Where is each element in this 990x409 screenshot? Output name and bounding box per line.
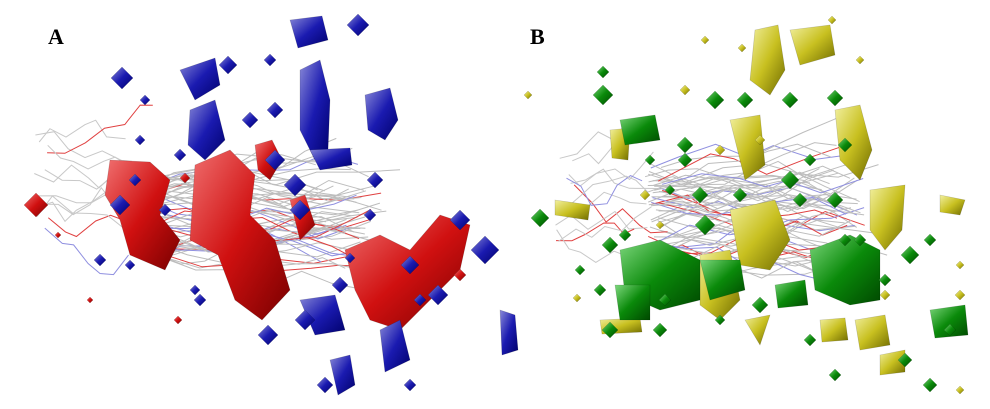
green-contour (677, 137, 693, 153)
yellow-contour (750, 25, 785, 95)
green-contour (829, 369, 841, 381)
blue-contour (264, 54, 276, 66)
yellow-contour (956, 386, 964, 394)
green-contour (752, 297, 768, 313)
yellow-contour (955, 290, 965, 300)
blue-contour (174, 149, 186, 161)
green-contour (923, 378, 937, 392)
green-contour (645, 155, 655, 165)
yellow-contour (730, 115, 765, 180)
blue-contour (135, 135, 145, 145)
panel-a (24, 14, 518, 395)
red-contour (345, 215, 470, 330)
blue-contour (242, 112, 258, 128)
green-contour (901, 246, 919, 264)
molecule-wire (567, 176, 643, 206)
blue-contour (365, 88, 398, 140)
panel-label: A (48, 24, 64, 49)
molecule-wire (39, 120, 125, 142)
green-contour (782, 92, 798, 108)
blue-contour (194, 294, 206, 306)
blue-contour (380, 320, 410, 372)
blue-contour (140, 95, 150, 105)
green-contour (706, 91, 724, 109)
blue-contour (347, 14, 369, 36)
blue-contour (471, 236, 499, 264)
green-contour (775, 280, 808, 308)
green-contour (593, 85, 613, 105)
blue-contour (332, 277, 348, 293)
blue-contour (267, 102, 283, 118)
yellow-contour (856, 56, 864, 64)
blue-contour (180, 58, 220, 100)
red-contour (24, 193, 48, 217)
green-contour (602, 237, 618, 253)
red-contour (180, 173, 190, 183)
yellow-contour (573, 294, 581, 302)
blue-contour (300, 60, 330, 160)
yellow-contour (940, 195, 965, 215)
blue-contour (317, 377, 333, 393)
yellow-contour (715, 145, 725, 155)
green-contour (597, 66, 609, 78)
blue-contour (367, 172, 383, 188)
yellow-contour (880, 290, 890, 300)
green-contour (804, 334, 816, 346)
green-contour (575, 265, 585, 275)
red-contour (174, 316, 182, 324)
blue-contour (94, 254, 106, 266)
blue-contour (404, 379, 416, 391)
green-contour (615, 285, 650, 320)
figure: A B (0, 0, 990, 409)
molecule-wire (47, 105, 153, 153)
blue-contour (125, 260, 135, 270)
red-contour (55, 232, 61, 238)
blue-contour (290, 16, 328, 48)
page: A B (() => { const data = JSON.parse(doc… (0, 0, 990, 409)
blue-contour (258, 325, 278, 345)
green-contour (924, 234, 936, 246)
yellow-contour (956, 261, 964, 269)
green-contour (879, 274, 891, 286)
yellow-contour (855, 315, 890, 350)
blue-contour (500, 310, 518, 355)
green-contour (827, 90, 843, 106)
blue-contour (310, 148, 352, 170)
yellow-contour (555, 200, 590, 220)
yellow-contour (745, 315, 770, 345)
green-contour (737, 92, 753, 108)
blue-contour (330, 355, 355, 395)
molecule-wire (35, 132, 131, 162)
blue-contour (190, 285, 200, 295)
yellow-contour (820, 318, 848, 342)
yellow-contour (656, 221, 664, 229)
green-contour (653, 323, 667, 337)
yellow-contour (524, 91, 532, 99)
red-contour (190, 150, 290, 320)
yellow-contour (828, 16, 836, 24)
red-contour (87, 297, 93, 303)
yellow-contour (680, 85, 690, 95)
yellow-contour (870, 185, 905, 250)
green-contour (531, 209, 549, 227)
blue-contour (111, 67, 133, 89)
panel-label: B (530, 24, 545, 49)
yellow-contour (701, 36, 709, 44)
panel-b (524, 16, 968, 394)
blue-contour (364, 209, 376, 221)
yellow-contour (738, 44, 746, 52)
yellow-contour (790, 25, 835, 65)
blue-contour (188, 100, 225, 160)
molecule-wire (571, 169, 658, 188)
green-contour (594, 284, 606, 296)
green-contour (620, 115, 660, 145)
blue-contour (219, 56, 237, 74)
